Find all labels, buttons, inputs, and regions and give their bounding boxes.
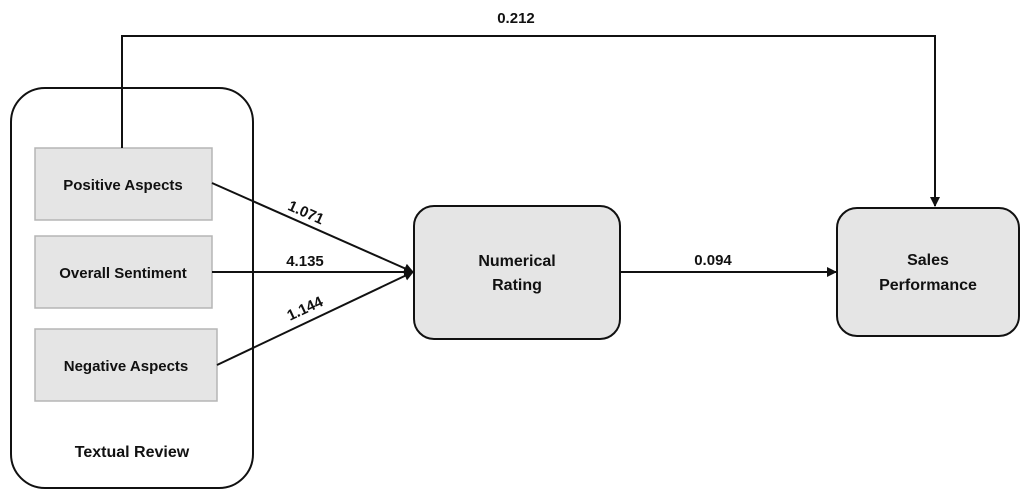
edge-label-review-to-sales: 0.212: [497, 10, 535, 27]
positive-aspects-box: [34, 147, 213, 221]
sales-performance-line2: Performance: [879, 277, 977, 294]
overall-sentiment-label: Overall Sentiment: [59, 265, 187, 282]
textual-review-label: Textual Review: [75, 444, 190, 461]
negative-aspects-box: [34, 328, 218, 402]
edge-label-negative: 1.144: [284, 293, 326, 325]
sales-performance-node: [836, 207, 1020, 337]
edge-negative-to-rating: [216, 271, 414, 366]
negative-aspects-label: Negative Aspects: [64, 358, 189, 375]
edge-review-to-sales: [121, 35, 940, 207]
numerical-rating-line1: Numerical: [478, 253, 555, 270]
numerical-rating-line2: Rating: [492, 277, 542, 294]
edge-positive-to-rating: [211, 182, 414, 273]
edge-label-sentiment: 4.135: [286, 253, 324, 270]
positive-aspects-label: Positive Aspects: [63, 177, 183, 194]
edge-label-rating-to-sales: 0.094: [694, 252, 732, 269]
numerical-rating-node: [413, 205, 621, 340]
overall-sentiment-box: [34, 235, 213, 309]
sales-performance-line1: Sales: [907, 252, 949, 269]
